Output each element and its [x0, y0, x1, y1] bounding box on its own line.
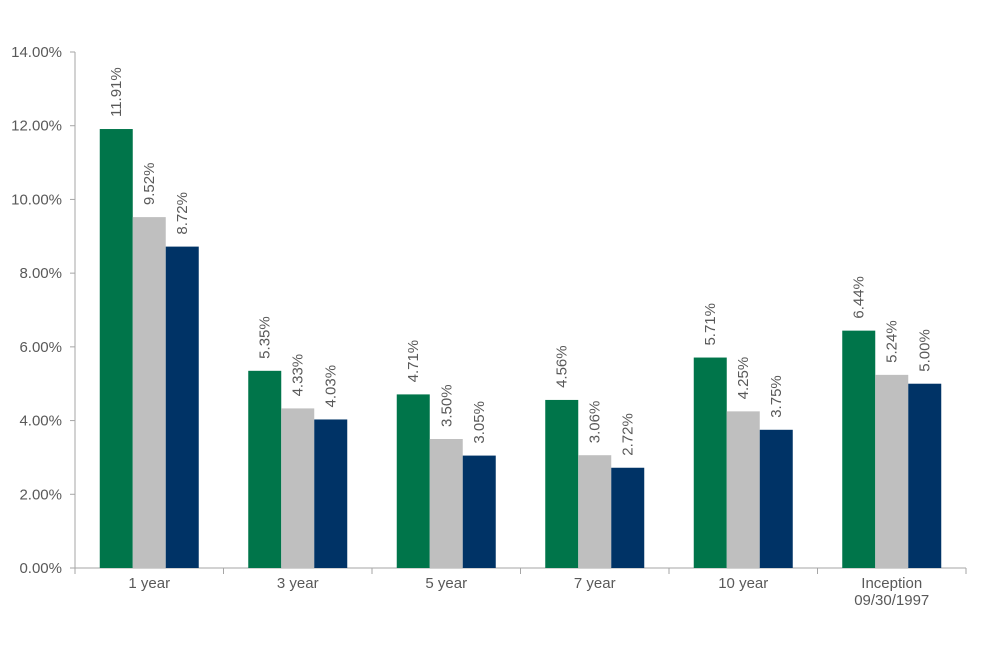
bar	[132, 217, 166, 568]
data-label: 4.03%	[323, 365, 340, 408]
bar	[578, 455, 612, 568]
data-label: 4.33%	[290, 354, 307, 397]
x-tick-label-line: 1 year	[128, 575, 170, 592]
y-tick-label: 8.00%	[19, 265, 62, 282]
x-tick-label-line: 5 year	[425, 575, 467, 592]
bar	[759, 429, 793, 568]
y-tick-label: 0.00%	[19, 560, 62, 577]
bar	[462, 455, 496, 568]
x-tick-label: 7 year	[574, 575, 616, 592]
x-tick-label-line: Inception	[861, 575, 922, 592]
x-tick-label: Inception 09/30/1997	[854, 575, 929, 609]
data-label: 3.05%	[471, 401, 488, 444]
x-tick-label-line: 09/30/1997	[854, 592, 929, 609]
data-label: 3.06%	[587, 401, 604, 444]
bar	[281, 408, 315, 568]
data-label: 3.75%	[768, 375, 785, 418]
y-tick-label: 12.00%	[11, 118, 62, 135]
x-tick-label-line: 10 year	[718, 575, 768, 592]
data-label: 2.72%	[620, 413, 637, 456]
data-label: 5.24%	[884, 320, 901, 363]
data-label: 4.71%	[405, 340, 422, 383]
bar	[165, 246, 199, 568]
bar	[726, 411, 760, 568]
data-label: 5.71%	[702, 303, 719, 346]
bar	[248, 370, 282, 568]
bar	[99, 129, 133, 568]
bar	[693, 357, 727, 568]
bar	[429, 439, 463, 568]
x-tick-label-line: 7 year	[574, 575, 616, 592]
data-label: 5.35%	[257, 316, 274, 359]
x-tick-label: 3 year	[277, 575, 319, 592]
x-tick-label: 10 year	[718, 575, 768, 592]
y-tick-label: 10.00%	[11, 191, 62, 208]
data-label: 8.72%	[174, 192, 191, 235]
y-tick-label: 2.00%	[19, 486, 62, 503]
bar	[396, 394, 430, 568]
bar	[611, 467, 645, 568]
bar	[842, 330, 876, 568]
x-tick-label-line: 3 year	[277, 575, 319, 592]
data-label: 3.50%	[438, 384, 455, 427]
data-label: 6.44%	[851, 276, 868, 319]
x-tick-label: 1 year	[128, 575, 170, 592]
data-label: 5.00%	[917, 329, 934, 372]
bar	[875, 374, 909, 568]
x-tick-label: 5 year	[425, 575, 467, 592]
data-label: 9.52%	[141, 163, 158, 206]
y-tick-label: 4.00%	[19, 413, 62, 430]
bar	[545, 399, 579, 568]
data-label: 4.25%	[735, 357, 752, 400]
y-tick-label: 14.00%	[11, 44, 62, 61]
y-tick-label: 6.00%	[19, 339, 62, 356]
bar	[908, 383, 942, 568]
bar	[314, 419, 348, 568]
data-label: 11.91%	[108, 67, 125, 117]
data-label: 4.56%	[554, 345, 571, 388]
